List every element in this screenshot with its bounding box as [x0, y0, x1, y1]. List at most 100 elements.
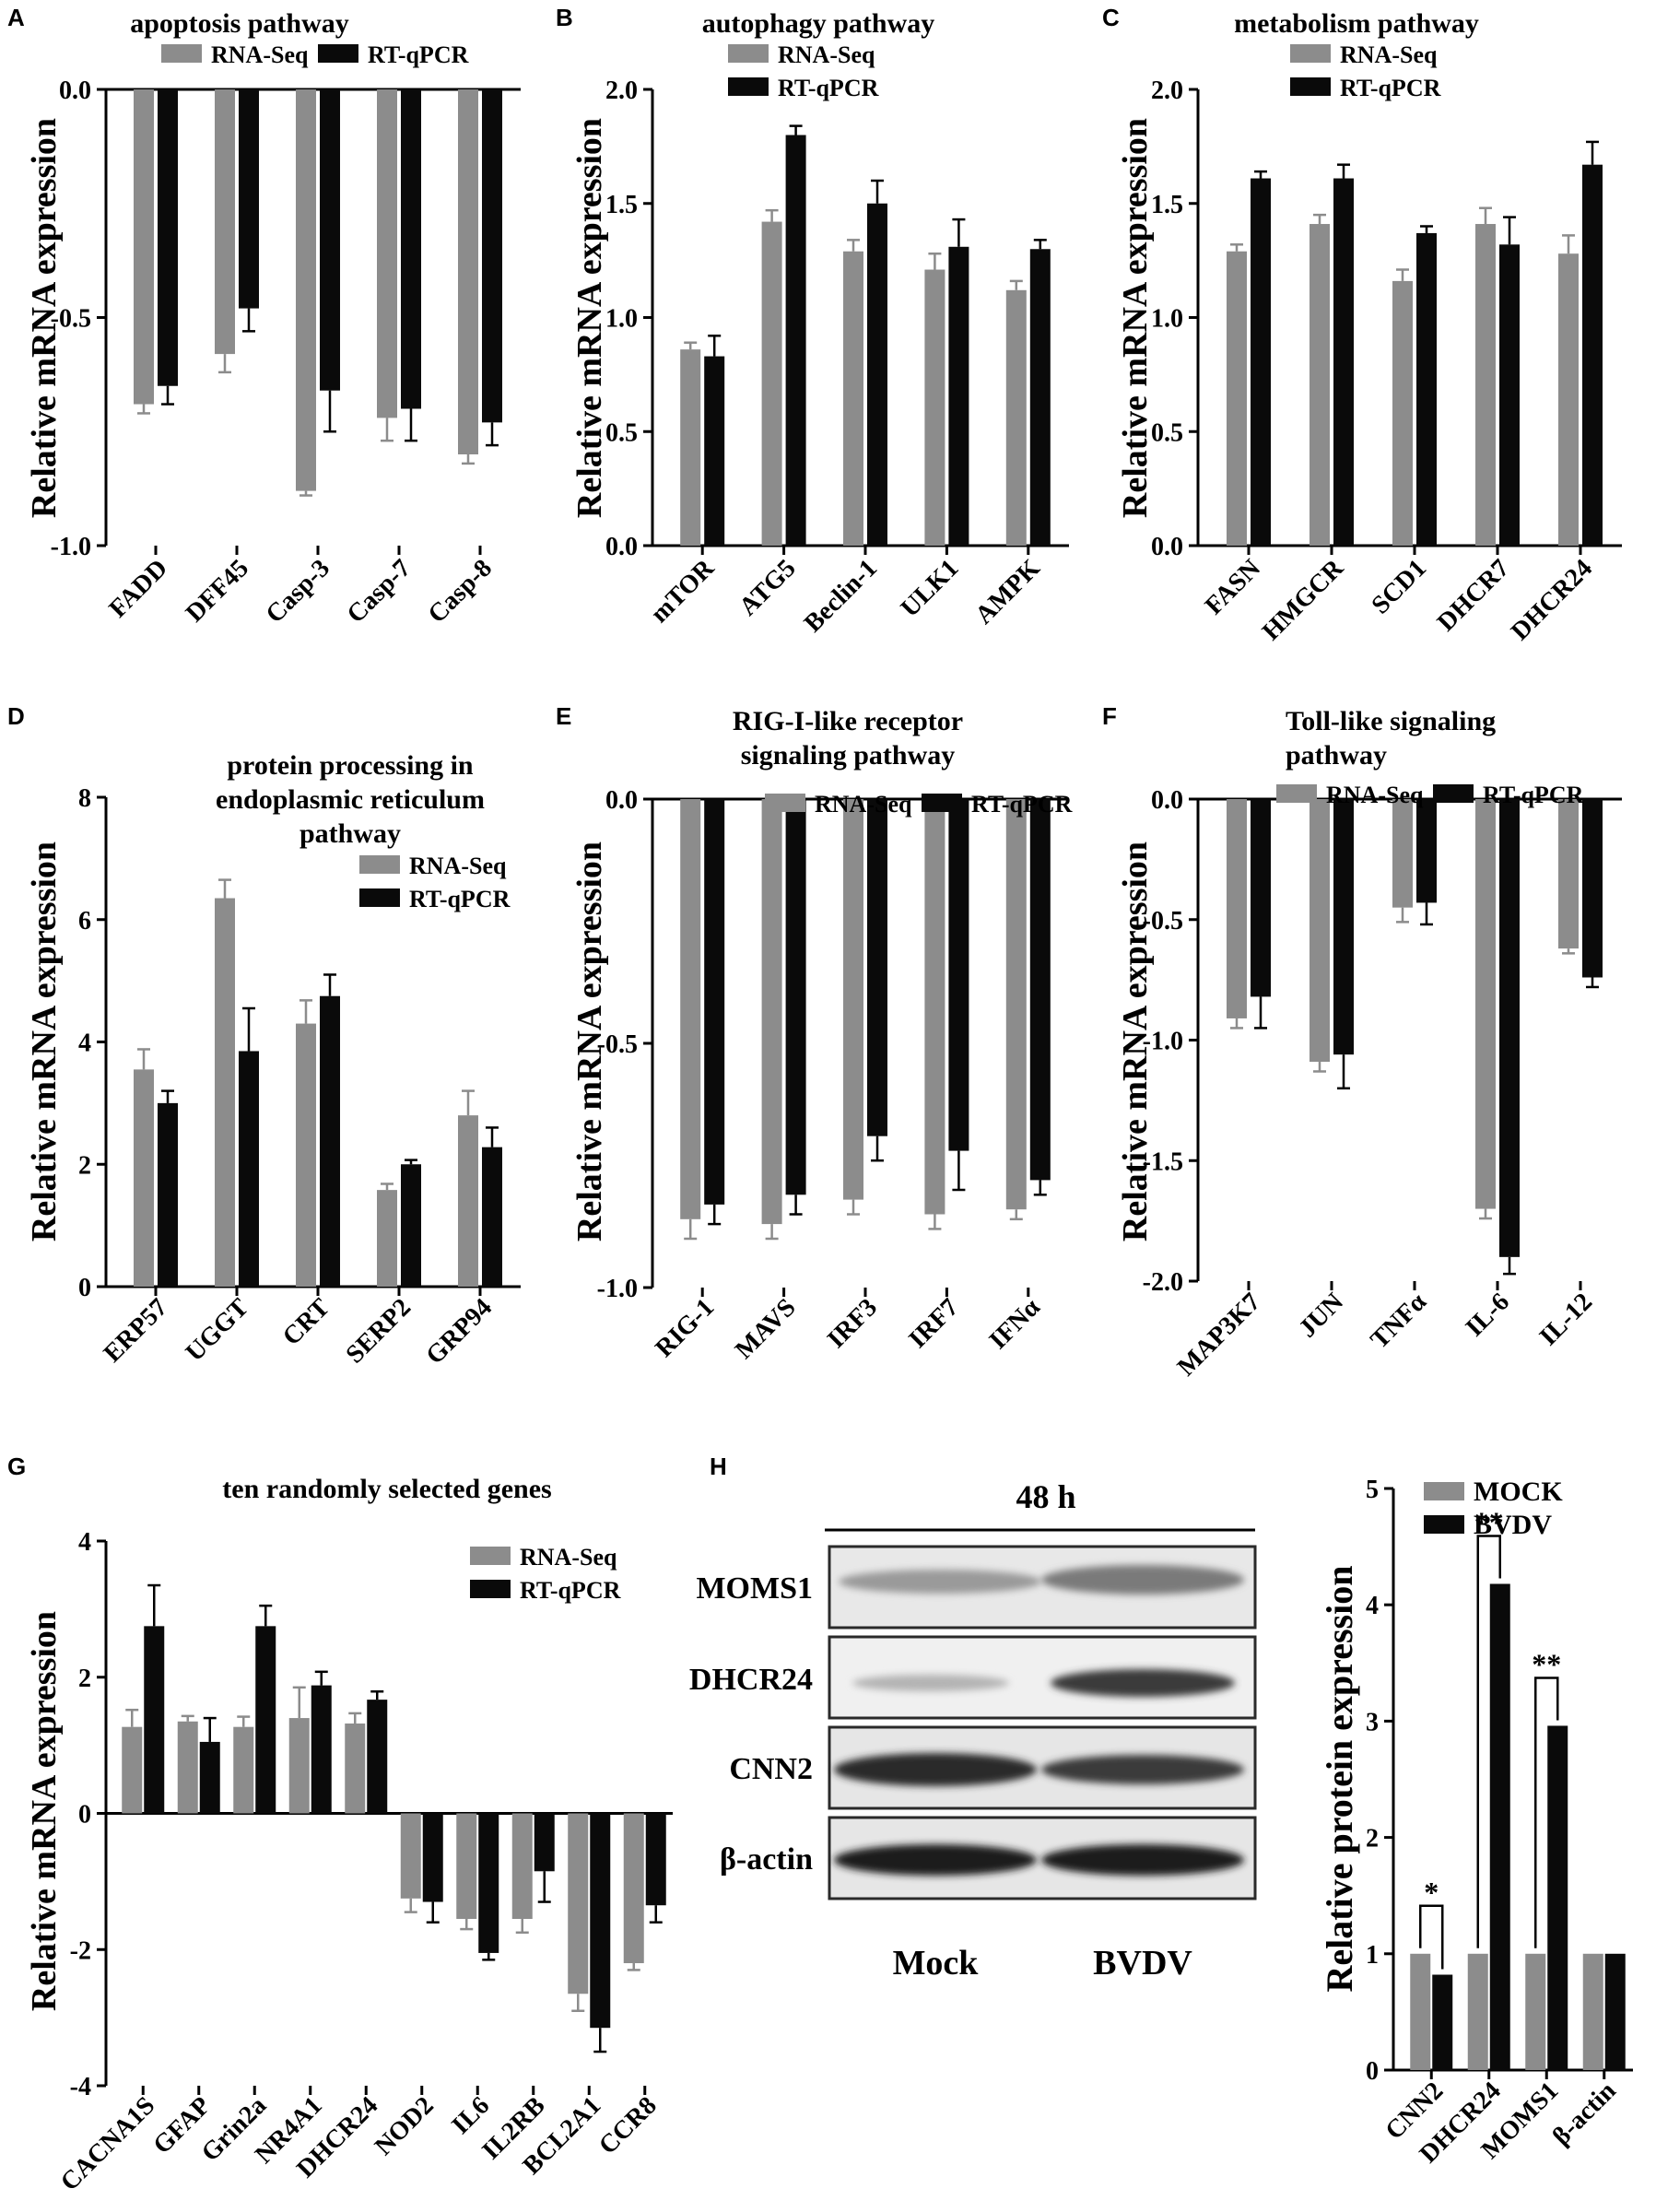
bar-rna-seq-casp-8	[458, 89, 478, 454]
category-label: IRF7	[903, 1293, 964, 1354]
chart-title: metabolism pathway	[1234, 8, 1479, 39]
y-tick-label: 1.0	[605, 305, 638, 334]
legend-swatch-rna-seq	[1276, 784, 1317, 803]
legend-label-rna-seq: RNA-Seq	[211, 41, 309, 68]
legend-swatch-rt-qpcr	[728, 77, 769, 96]
bar-rt-qpcr-il2rb	[534, 1813, 555, 1872]
significance-bracket	[1419, 1904, 1444, 1970]
bar-rt-qpcr-nr4a1	[311, 1685, 332, 1814]
chart-toll-like-signaling: Toll-like signaling pathway Relative mRNA …	[1116, 706, 1622, 1382]
blot-time-label: 48 h	[1016, 1478, 1075, 1515]
y-tick-label: 2.0	[1151, 76, 1183, 105]
bar-rna-seq-cacna1s	[122, 1726, 143, 1814]
bar-rt-qpcr-fasn	[1251, 178, 1271, 546]
legend-label-rt-qpcr: RT-qPCR	[520, 1577, 621, 1604]
y-tick-label: 1.5	[605, 191, 638, 219]
y-axis-label: Relative protein expression	[1319, 1566, 1360, 1993]
category-label: ERP57	[99, 1293, 173, 1368]
chart-title: apoptosis pathway	[130, 8, 349, 39]
chart-title: ten randomly selected genes	[222, 1474, 551, 1504]
category-label: SCD1	[1367, 554, 1432, 619]
bar-rna-seq-atg5	[761, 221, 782, 547]
y-tick-label: -1.0	[1143, 1028, 1183, 1056]
legend-label-rna-seq: RNA-Seq	[1340, 41, 1438, 68]
category-label: Casp-3	[261, 554, 335, 629]
category-label: NOD2	[370, 2091, 440, 2161]
y-tick-label: 5	[1366, 1476, 1379, 1504]
category-label: FASN	[1200, 554, 1266, 620]
western-blot: 48 h MOMS1 DHCR24 CNN2 β-actin Mock BVDV	[689, 1478, 1257, 1983]
y-tick-label: 0.5	[605, 418, 638, 447]
bar-rt-qpcr-mavs	[785, 799, 806, 1195]
chart-title: RIG-I-like receptor	[733, 706, 963, 736]
legend-swatch-bvdv	[1424, 1515, 1464, 1534]
bar-rt-qpcr-dff45	[239, 89, 259, 309]
bar-rna-seq-crt	[296, 1023, 316, 1287]
bar-rt-qpcr-dhcr24	[367, 1700, 388, 1814]
y-tick-label: 4	[78, 1528, 91, 1557]
bar-rna-seq-dff45	[215, 89, 235, 355]
category-label: mTOR	[645, 553, 721, 629]
bar-rna-seq-mtor	[680, 349, 701, 546]
bar-rna-seq-nod2	[400, 1813, 421, 1899]
legend-label-rt-qpcr: RT-qPCR	[778, 75, 879, 101]
y-tick-label: -1.5	[1143, 1147, 1183, 1176]
legend-swatch-rt-qpcr	[359, 888, 400, 907]
chart-title: signaling pathway	[741, 740, 956, 771]
legend-label-rt-qpcr: RT-qPCR	[971, 791, 1073, 818]
blot-band-dhcr24-mock	[852, 1675, 1009, 1691]
bar-rt-qpcr-dhcr24	[1582, 164, 1603, 547]
legend-swatch-rt-qpcr	[1433, 784, 1474, 803]
y-tick-label: 0	[78, 1801, 91, 1830]
legend-label-rt-qpcr: RT-qPCR	[409, 886, 511, 912]
bar-rt-qpcr-nod2	[422, 1813, 443, 1902]
y-tick-label: -2	[70, 1936, 91, 1965]
category-label: HMGCR	[1257, 553, 1350, 646]
blot-label-beta-actin: β-actin	[720, 1842, 813, 1877]
category-label: IL6	[446, 2091, 495, 2140]
legend-label-rt-qpcr: RT-qPCR	[1340, 75, 1441, 101]
bar-rna-seq-jun	[1310, 799, 1330, 1063]
bar-rna-seq-casp-7	[377, 89, 397, 418]
bar-rt-qpcr-ulk1	[948, 246, 969, 546]
bar-rna-seq-dhcr24	[1558, 253, 1579, 546]
bar-rt-qpcr-ifn	[1029, 799, 1051, 1181]
category-label: CACNA1S	[55, 2091, 160, 2196]
bar-rna-seq-beclin-1	[843, 251, 863, 546]
legend-swatch-mock	[1424, 1482, 1464, 1500]
legend-swatch-rt-qpcr	[318, 44, 358, 63]
category-label: Casp-8	[423, 554, 498, 629]
y-axis-label: Relative mRNA expression	[570, 118, 609, 518]
panel-letter-a: A	[7, 4, 25, 31]
panel-letter-h: H	[710, 1453, 727, 1480]
y-tick-label: 0.0	[59, 76, 91, 105]
bar-rna-seq-mavs	[761, 799, 782, 1225]
bar-bvdv-actin	[1604, 1953, 1626, 2070]
bar-rt-qpcr-cacna1s	[144, 1626, 165, 1814]
bar-rna-seq-dhcr7	[1475, 224, 1496, 546]
category-label: Beclin-1	[799, 554, 883, 638]
blot-band-actin-mock	[834, 1844, 1037, 1876]
legend-swatch-rna-seq	[1290, 44, 1331, 63]
bar-rna-seq-dhcr24	[345, 1723, 366, 1814]
bar-mock-dhcr24	[1467, 1953, 1488, 2070]
legend-swatch-rt-qpcr	[922, 794, 962, 812]
y-tick-label: 2	[1366, 1825, 1379, 1853]
y-tick-label: 2	[78, 1151, 91, 1180]
bar-rna-seq-gfap	[177, 1721, 198, 1814]
category-label: GRP94	[420, 1293, 498, 1371]
category-label: IFNα	[984, 1293, 1046, 1355]
bar-rt-qpcr-mtor	[704, 356, 725, 546]
chart-metabolism-pathway: metabolism pathway Relative mRNA expressi…	[1116, 8, 1622, 646]
y-axis-label: Relative mRNA expression	[1116, 841, 1155, 1241]
y-tick-label: 3	[1366, 1708, 1379, 1736]
category-label: ATG5	[734, 554, 801, 621]
chart-apoptosis-pathway: apoptosis pathway Relative mRNA expressio…	[25, 8, 521, 629]
category-label: IL-6	[1461, 1288, 1515, 1342]
y-tick-label: 0.0	[1151, 533, 1183, 561]
bar-rt-qpcr-dhcr7	[1499, 244, 1520, 546]
bar-rna-seq-rig-1	[680, 799, 701, 1219]
category-label: JUN	[1294, 1288, 1349, 1343]
legend-label-rna-seq: RNA-Seq	[815, 791, 912, 818]
